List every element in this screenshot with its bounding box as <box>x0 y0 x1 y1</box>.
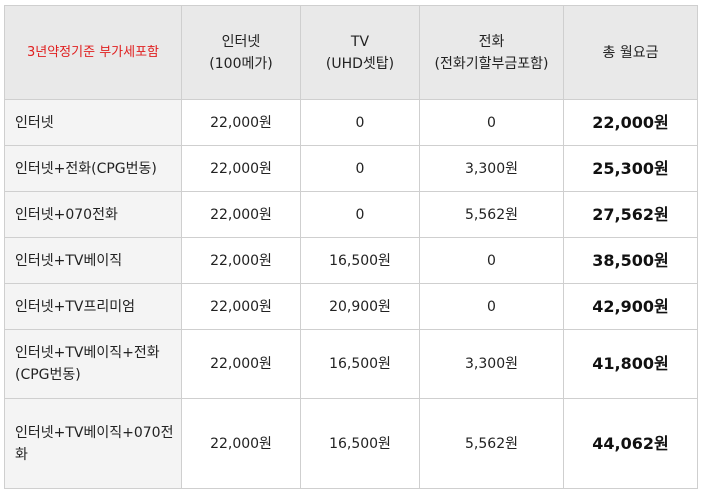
table-row: 인터넷+TV프리미엄 22,000원 20,900원 0 42,900원 <box>4 283 698 330</box>
phone-price: 5,562원 <box>419 191 564 238</box>
table-row: 인터넷+전화(CPG번동) 22,000원 0 3,300원 25,300원 <box>4 145 698 192</box>
total-price: 22,000원 <box>563 99 698 146</box>
plan-name: 인터넷+070전화 <box>4 191 182 238</box>
phone-price: 3,300원 <box>419 145 564 192</box>
phone-price: 3,300원 <box>419 329 564 399</box>
phone-price: 0 <box>419 99 564 146</box>
total-price: 27,562원 <box>563 191 698 238</box>
pricing-table-container: 3년약정기준 부가세포함 인터넷 (100메가) TV (UHD셋탑) 전화 (… <box>4 5 698 489</box>
tv-price: 16,500원 <box>300 398 420 489</box>
table-row: 인터넷+TV베이직+070전화 22,000원 16,500원 5,562원 4… <box>4 398 698 489</box>
header-total: 총 월요금 <box>563 5 698 100</box>
table-header: 3년약정기준 부가세포함 인터넷 (100메가) TV (UHD셋탑) 전화 (… <box>4 5 698 100</box>
header-contract-note: 3년약정기준 부가세포함 <box>4 5 182 100</box>
internet-price: 22,000원 <box>181 398 301 489</box>
plan-name: 인터넷+전화(CPG번동) <box>4 145 182 192</box>
plan-name: 인터넷 <box>4 99 182 146</box>
plan-name: 인터넷+TV베이직+전화(CPG번동) <box>4 329 182 399</box>
header-tv: TV (UHD셋탑) <box>300 5 420 100</box>
internet-price: 22,000원 <box>181 99 301 146</box>
total-price: 42,900원 <box>563 283 698 330</box>
table-row: 인터넷+TV베이직+전화(CPG번동) 22,000원 16,500원 3,30… <box>4 329 698 399</box>
internet-price: 22,000원 <box>181 145 301 192</box>
header-row: 3년약정기준 부가세포함 인터넷 (100메가) TV (UHD셋탑) 전화 (… <box>4 5 698 100</box>
table-row: 인터넷+070전화 22,000원 0 5,562원 27,562원 <box>4 191 698 238</box>
internet-price: 22,000원 <box>181 329 301 399</box>
tv-price: 0 <box>300 99 420 146</box>
header-phone: 전화 (전화기할부금포함) <box>419 5 564 100</box>
total-price: 25,300원 <box>563 145 698 192</box>
tv-price: 0 <box>300 191 420 238</box>
internet-price: 22,000원 <box>181 237 301 284</box>
pricing-table: 3년약정기준 부가세포함 인터넷 (100메가) TV (UHD셋탑) 전화 (… <box>4 5 698 489</box>
phone-price: 5,562원 <box>419 398 564 489</box>
tv-price: 0 <box>300 145 420 192</box>
table-body: 인터넷 22,000원 0 0 22,000원 인터넷+전화(CPG번동) 22… <box>4 99 698 489</box>
total-price: 38,500원 <box>563 237 698 284</box>
tv-price: 16,500원 <box>300 329 420 399</box>
plan-name: 인터넷+TV프리미엄 <box>4 283 182 330</box>
total-price: 44,062원 <box>563 398 698 489</box>
plan-name: 인터넷+TV베이직 <box>4 237 182 284</box>
table-row: 인터넷 22,000원 0 0 22,000원 <box>4 99 698 146</box>
header-internet: 인터넷 (100메가) <box>181 5 301 100</box>
internet-price: 22,000원 <box>181 191 301 238</box>
plan-name: 인터넷+TV베이직+070전화 <box>4 398 182 489</box>
tv-price: 20,900원 <box>300 283 420 330</box>
internet-price: 22,000원 <box>181 283 301 330</box>
phone-price: 0 <box>419 283 564 330</box>
tv-price: 16,500원 <box>300 237 420 284</box>
table-row: 인터넷+TV베이직 22,000원 16,500원 0 38,500원 <box>4 237 698 284</box>
phone-price: 0 <box>419 237 564 284</box>
total-price: 41,800원 <box>563 329 698 399</box>
